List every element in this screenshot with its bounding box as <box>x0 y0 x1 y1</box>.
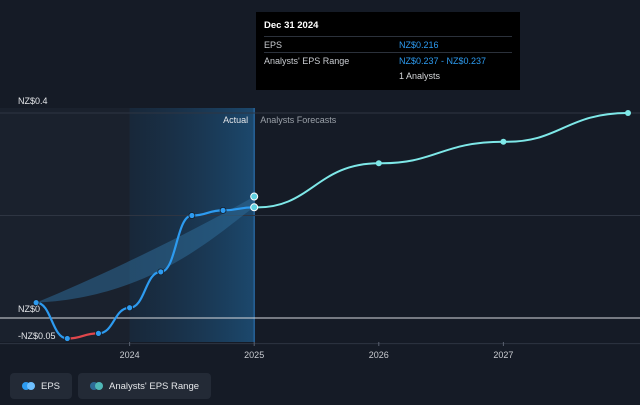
eps-line-start <box>35 301 68 340</box>
actual-label: Actual <box>223 115 248 125</box>
eps-point <box>219 206 227 214</box>
range-current-point <box>250 192 259 201</box>
y-tick-label: -NZ$0.05 <box>18 331 56 341</box>
range-legend-icon <box>90 382 104 390</box>
eps-forecast-line <box>254 112 629 209</box>
legend-item-analysts-range[interactable]: Analysts' EPS Range <box>78 373 212 399</box>
legend: EPS Analysts' EPS Range <box>10 373 212 399</box>
tooltip-range-value: NZ$0.237 - NZ$0.237 <box>399 55 487 66</box>
legend-range-label: Analysts' EPS Range <box>109 380 200 392</box>
tooltip-date: Dec 31 2024 <box>264 20 319 31</box>
actual-highlight <box>129 108 255 342</box>
x-tick-label: 2024 <box>120 350 140 360</box>
tooltip-analysts-value: 1 Analysts <box>399 70 441 81</box>
forecast-point <box>375 160 382 167</box>
tooltip-range-label: Analysts' EPS Range <box>264 55 350 66</box>
tooltip-eps-label: EPS <box>264 39 283 50</box>
y-tick-label: NZ$0.4 <box>18 96 48 106</box>
eps-current-point <box>250 203 259 212</box>
eps-point <box>157 268 165 276</box>
eps-point <box>126 304 134 312</box>
y-tick-label: NZ$0 <box>18 304 40 314</box>
tooltip-row-eps: EPS NZ$0.216 <box>264 36 512 52</box>
forecast-point <box>500 138 507 145</box>
tooltip-row-range: Analysts' EPS Range NZ$0.237 - NZ$0.237 <box>264 52 512 68</box>
tooltip-row-analysts: 1 Analysts <box>264 68 512 83</box>
eps-point <box>95 329 102 337</box>
eps-point <box>188 212 196 219</box>
eps-point <box>32 299 40 307</box>
tooltip-eps-value: NZ$0.216 <box>399 39 439 50</box>
legend-item-eps[interactable]: EPS <box>10 373 73 399</box>
eps-negative-segment <box>67 332 99 340</box>
forecasts-label: Analysts Forecasts <box>260 115 337 125</box>
eps-point <box>63 335 71 342</box>
x-tick-label: 2025 <box>244 350 264 360</box>
tooltip: Dec 31 2024 EPS NZ$0.216 Analysts' EPS R… <box>256 12 520 90</box>
eps-legend-icon <box>22 382 35 390</box>
x-tick-label: 2026 <box>369 350 389 360</box>
x-tick-label: 2027 <box>493 350 513 360</box>
forecast-point <box>625 110 631 116</box>
legend-eps-label: EPS <box>41 380 61 392</box>
